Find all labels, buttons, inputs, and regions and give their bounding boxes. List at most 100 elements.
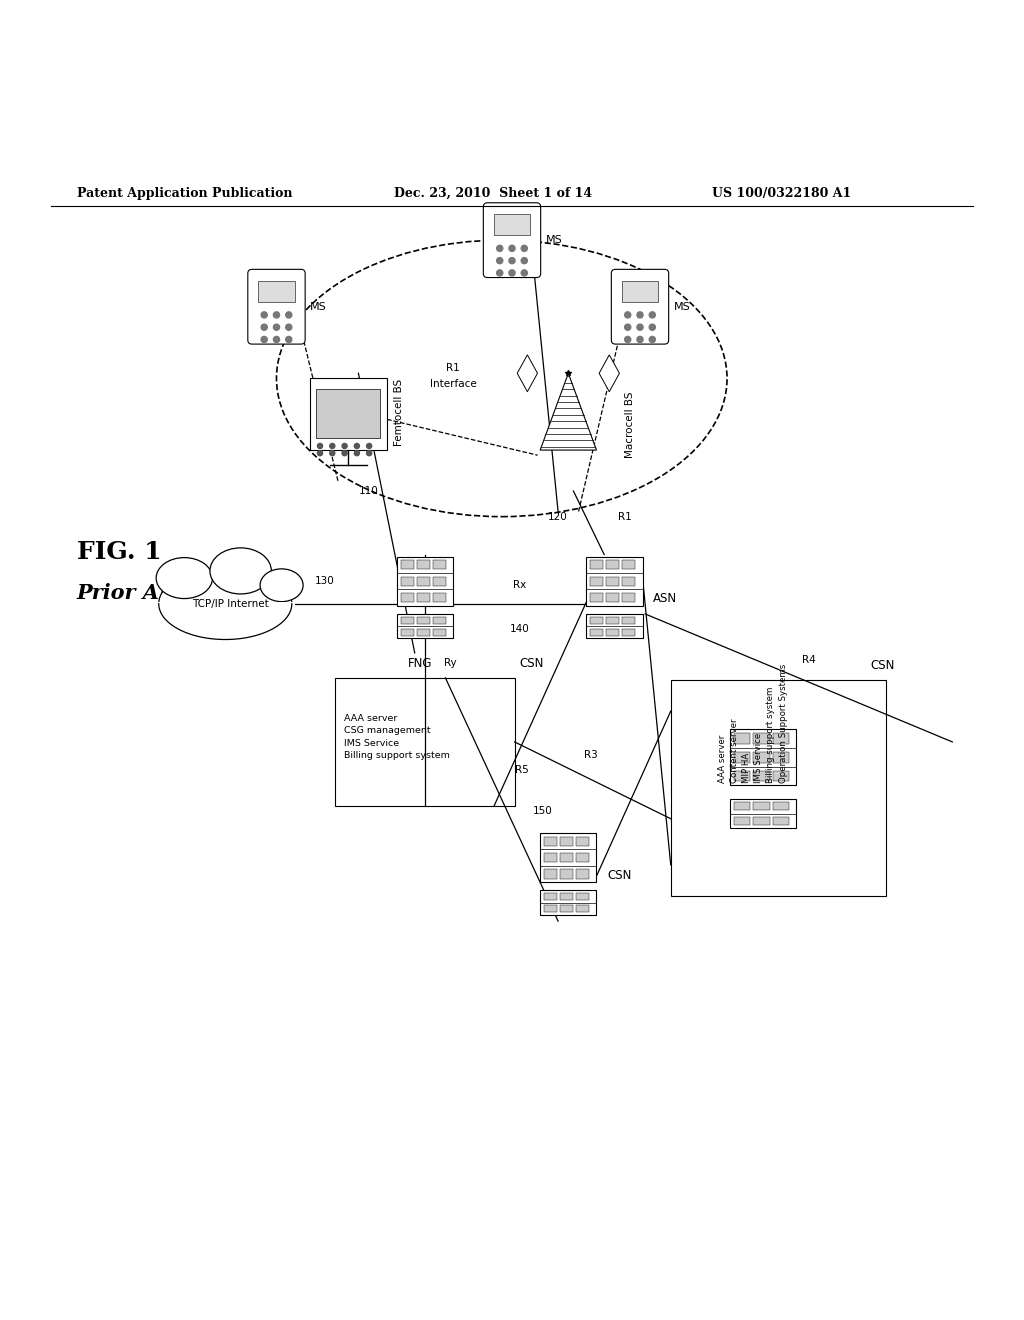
Circle shape [637, 312, 643, 318]
FancyBboxPatch shape [586, 614, 643, 639]
FancyBboxPatch shape [773, 752, 790, 763]
Circle shape [354, 450, 359, 455]
Circle shape [625, 312, 631, 318]
Text: Rx: Rx [513, 581, 526, 590]
FancyBboxPatch shape [541, 891, 597, 915]
FancyBboxPatch shape [541, 833, 597, 882]
FancyBboxPatch shape [754, 752, 770, 763]
Circle shape [342, 444, 347, 449]
Circle shape [286, 312, 292, 318]
Circle shape [317, 450, 323, 455]
FancyBboxPatch shape [754, 817, 770, 825]
FancyBboxPatch shape [400, 577, 414, 586]
FancyBboxPatch shape [433, 560, 445, 569]
FancyBboxPatch shape [433, 593, 445, 602]
Circle shape [625, 325, 631, 330]
Text: MS: MS [310, 302, 327, 312]
Circle shape [649, 325, 655, 330]
FancyBboxPatch shape [590, 560, 603, 569]
Circle shape [261, 337, 267, 343]
Circle shape [342, 450, 347, 455]
FancyBboxPatch shape [400, 593, 414, 602]
Circle shape [497, 269, 503, 276]
Ellipse shape [159, 568, 292, 639]
FancyBboxPatch shape [671, 681, 886, 895]
FancyBboxPatch shape [733, 733, 750, 743]
Circle shape [521, 269, 527, 276]
Text: TCP/IP Internet: TCP/IP Internet [193, 599, 268, 609]
Circle shape [649, 312, 655, 318]
FancyBboxPatch shape [606, 628, 620, 636]
FancyBboxPatch shape [577, 853, 590, 862]
FancyBboxPatch shape [545, 870, 557, 879]
Text: FNG: FNG [408, 656, 432, 669]
FancyBboxPatch shape [545, 853, 557, 862]
FancyBboxPatch shape [754, 771, 770, 781]
Circle shape [497, 257, 503, 264]
FancyBboxPatch shape [417, 593, 430, 602]
Text: 110: 110 [358, 486, 379, 496]
Text: Prior Art: Prior Art [77, 583, 180, 603]
FancyBboxPatch shape [733, 771, 750, 781]
Circle shape [367, 444, 372, 449]
FancyBboxPatch shape [623, 577, 635, 586]
Polygon shape [599, 355, 620, 392]
FancyBboxPatch shape [590, 628, 603, 636]
Text: MS: MS [674, 302, 690, 312]
FancyBboxPatch shape [606, 560, 620, 569]
Polygon shape [541, 374, 596, 450]
Circle shape [509, 257, 515, 264]
Circle shape [273, 337, 280, 343]
FancyBboxPatch shape [623, 593, 635, 602]
FancyBboxPatch shape [590, 593, 603, 602]
FancyBboxPatch shape [577, 837, 590, 846]
FancyBboxPatch shape [606, 593, 620, 602]
Text: R5: R5 [515, 766, 529, 775]
Circle shape [354, 444, 359, 449]
FancyBboxPatch shape [248, 269, 305, 345]
FancyBboxPatch shape [433, 616, 445, 623]
FancyBboxPatch shape [623, 560, 635, 569]
Circle shape [261, 312, 267, 318]
FancyBboxPatch shape [258, 281, 295, 301]
FancyBboxPatch shape [560, 853, 573, 862]
Circle shape [637, 337, 643, 343]
FancyBboxPatch shape [733, 752, 750, 763]
FancyBboxPatch shape [400, 628, 414, 636]
Circle shape [330, 450, 335, 455]
Text: AAA server
CSG management
IMS Service
Billing support system: AAA server CSG management IMS Service Bi… [344, 714, 450, 760]
FancyBboxPatch shape [400, 560, 414, 569]
Circle shape [261, 325, 267, 330]
Circle shape [317, 444, 323, 449]
FancyBboxPatch shape [590, 577, 603, 586]
FancyBboxPatch shape [754, 733, 770, 743]
Text: CSN: CSN [870, 659, 895, 672]
Text: 140: 140 [510, 624, 529, 635]
FancyBboxPatch shape [623, 628, 635, 636]
Circle shape [497, 246, 503, 251]
Text: ASN: ASN [653, 593, 678, 605]
FancyBboxPatch shape [417, 628, 430, 636]
Circle shape [286, 325, 292, 330]
FancyBboxPatch shape [417, 577, 430, 586]
Circle shape [509, 269, 515, 276]
FancyBboxPatch shape [733, 803, 750, 810]
FancyBboxPatch shape [417, 560, 430, 569]
FancyBboxPatch shape [773, 817, 790, 825]
FancyBboxPatch shape [622, 281, 658, 301]
FancyBboxPatch shape [590, 616, 603, 623]
Circle shape [330, 444, 335, 449]
Text: CSN: CSN [607, 869, 632, 882]
FancyBboxPatch shape [396, 614, 453, 639]
FancyBboxPatch shape [417, 616, 430, 623]
Ellipse shape [210, 548, 271, 594]
Circle shape [286, 337, 292, 343]
FancyBboxPatch shape [400, 616, 414, 623]
FancyBboxPatch shape [433, 628, 445, 636]
FancyBboxPatch shape [396, 557, 453, 606]
FancyBboxPatch shape [729, 800, 797, 828]
Circle shape [637, 325, 643, 330]
Circle shape [625, 337, 631, 343]
FancyBboxPatch shape [156, 602, 295, 644]
Text: 130: 130 [315, 576, 335, 586]
